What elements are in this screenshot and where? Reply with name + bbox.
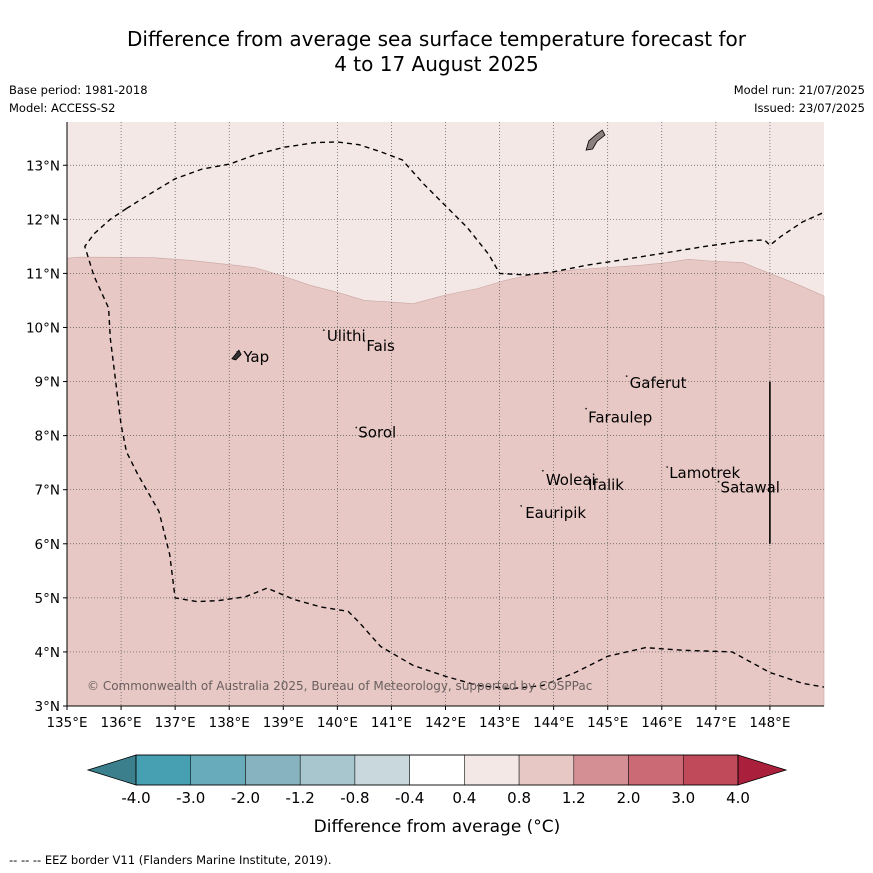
island-marker: [355, 426, 358, 429]
colorbar-tick-label: -1.2: [286, 789, 315, 807]
copyright-notice: © Commonwealth of Australia 2025, Bureau…: [87, 679, 592, 693]
x-tick-label: 135°E: [46, 715, 87, 731]
eez-border-1: [126, 141, 825, 276]
island-label-lamotrek: Lamotrek: [669, 464, 740, 482]
island-marker: [585, 475, 587, 478]
colorbar-frame: [135, 754, 739, 786]
y-tick-label: 11°N: [26, 266, 60, 282]
yap-island: [231, 349, 242, 361]
model-name: Model: ACCESS-S2: [9, 101, 116, 115]
island-marker: [520, 505, 523, 507]
y-tick-label: 13°N: [26, 158, 60, 174]
island-label-fais: Fais: [366, 337, 395, 355]
island-label-woleai: Woleai: [546, 471, 596, 489]
colorbar-tick-label: 1.2: [562, 789, 586, 807]
colorbar-extend-high: [737, 754, 788, 786]
eez-footnote: -- -- -- EEZ border V11 (Flanders Marine…: [9, 853, 332, 867]
colorbar-bin: [683, 754, 739, 786]
island-label-eauripik: Eauripik: [525, 504, 586, 522]
y-tick-label: 7°N: [35, 483, 60, 499]
x-tick-label: 144°E: [533, 715, 574, 731]
colorbar-tick-label: -3.0: [176, 789, 205, 807]
y-tick-label: 12°N: [26, 212, 60, 228]
x-tick-label: 137°E: [155, 715, 196, 731]
x-tick-label: 139°E: [263, 715, 304, 731]
model-run: Model run: 21/07/2025: [733, 83, 865, 97]
y-tick-label: 3°N: [35, 699, 60, 715]
chart-title: Difference from average sea surface temp…: [0, 27, 873, 77]
island-marker: [363, 340, 366, 342]
x-tick-label: 143°E: [479, 715, 520, 731]
meta-left: Base period: 1981-2018 Model: ACCESS-S2: [9, 81, 148, 117]
guam-island: [585, 129, 606, 151]
island-label-gaferut: Gaferut: [630, 374, 687, 392]
colorbar-extend-low: [86, 754, 137, 786]
x-tick-label: 145°E: [587, 715, 628, 731]
base-period: Base period: 1981-2018: [9, 83, 148, 97]
colorbar-bin: [354, 754, 410, 786]
colorbar-tick-label: -0.8: [340, 789, 369, 807]
x-tick-label: 146°E: [641, 715, 682, 731]
x-tick-label: 142°E: [425, 715, 466, 731]
colorbar-tick-label: 0.8: [507, 789, 531, 807]
island-label-sorol: Sorol: [358, 424, 396, 442]
island-marker: [322, 329, 325, 332]
title-line-2: 4 to 17 August 2025: [334, 52, 539, 76]
colorbar-bin: [573, 754, 629, 786]
island-label-yap: Yap: [242, 348, 269, 366]
colorbar-label: Difference from average (°C): [314, 817, 561, 837]
colorbar-tick-label: -0.4: [395, 789, 424, 807]
colorbar-tick-label: 0.4: [452, 789, 476, 807]
colorbar-tick-label: 3.0: [671, 789, 695, 807]
x-tick-label: 148°E: [749, 715, 790, 731]
issued-date: Issued: 23/07/2025: [754, 101, 865, 115]
y-tick-label: 9°N: [35, 375, 60, 391]
title-line-1: Difference from average sea surface temp…: [126, 27, 746, 51]
colorbar-tick-label: -2.0: [231, 789, 260, 807]
island-marker: [585, 407, 587, 410]
colorbar-bin: [518, 754, 575, 786]
y-tick-label: 10°N: [26, 320, 60, 336]
x-tick-label: 147°E: [695, 715, 736, 731]
x-tick-label: 138°E: [209, 715, 250, 731]
x-tick-label: 136°E: [101, 715, 142, 731]
colorbar-tick-label: 4.0: [726, 789, 750, 807]
island-label-ifalik: Ifalik: [588, 476, 624, 494]
colorbar-tick-label: 2.0: [617, 789, 641, 807]
island-marker: [625, 375, 628, 378]
anomaly-field-0-8-to-1-2: [66, 256, 825, 707]
eez-border-0: [84, 207, 825, 690]
colorbar-bin: [628, 754, 684, 786]
meta-right: Model run: 21/07/2025 Issued: 23/07/2025: [734, 81, 865, 117]
colorbar-tick-label: -4.0: [121, 789, 150, 807]
colorbar-bin: [245, 754, 301, 786]
y-tick-label: 5°N: [35, 591, 60, 607]
island-marker: [236, 350, 239, 353]
colorbar-bin: [299, 754, 356, 786]
y-tick-label: 6°N: [35, 537, 60, 553]
island-label-satawal: Satawal: [721, 479, 780, 497]
colorbar-bin: [464, 754, 520, 786]
island-marker: [717, 480, 720, 483]
colorbar-bin: [190, 754, 246, 786]
y-tick-label: 4°N: [35, 645, 60, 661]
x-tick-label: 140°E: [317, 715, 358, 731]
colorbar-bin: [135, 754, 191, 786]
island-label-faraulep: Faraulep: [588, 409, 652, 427]
y-tick-label: 8°N: [35, 429, 60, 445]
colorbar-bin: [409, 754, 465, 786]
x-tick-label: 141°E: [371, 715, 412, 731]
island-marker: [666, 466, 669, 468]
island-label-ulithi: Ulithi: [327, 327, 366, 345]
island-marker: [541, 469, 544, 472]
